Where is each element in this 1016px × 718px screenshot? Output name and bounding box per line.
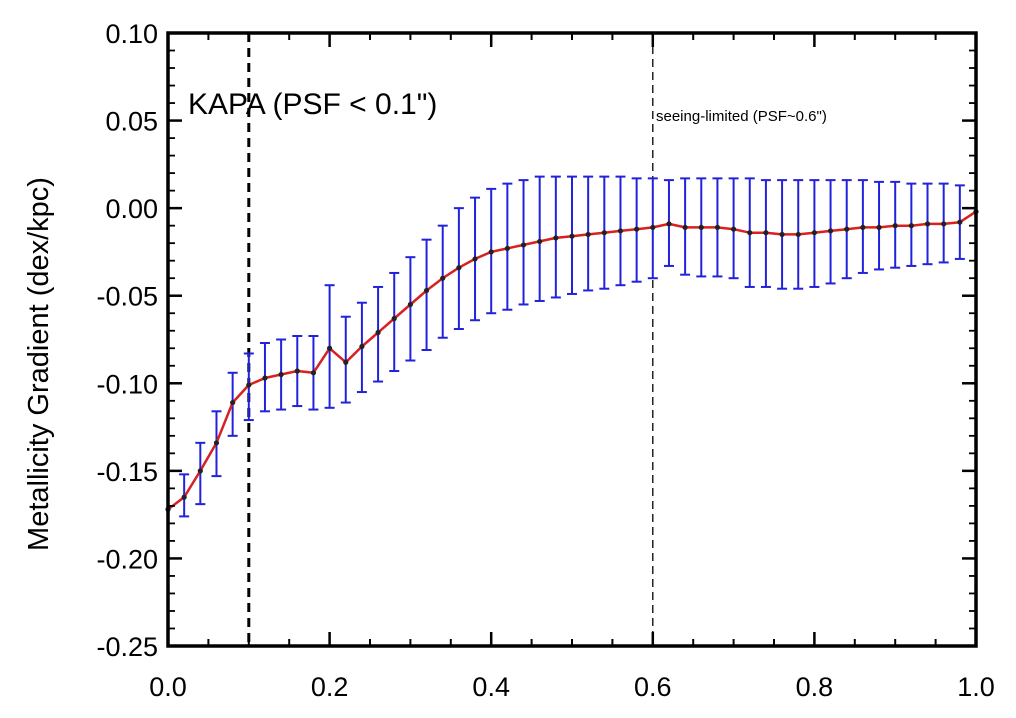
y-tick-label-1: 0.05 — [105, 107, 158, 137]
data-point-23 — [537, 238, 543, 245]
plot-frame — [166, 31, 978, 648]
data-point-10 — [327, 345, 333, 351]
data-point-26 — [585, 231, 591, 238]
data-point-34 — [714, 224, 721, 231]
data-point-32 — [682, 224, 688, 231]
data-point-21 — [504, 245, 510, 252]
tick-label-layer: 0.0 0.2 0.4 0.6 0.8 1.0 0.10 0.05 0.00 -0.05 -0.10… — [96, 19, 994, 702]
y-tick-label-7: -0.25 — [96, 632, 158, 662]
data-point-41 — [827, 228, 834, 234]
y-tick-label-6: -0.20 — [96, 544, 158, 574]
data-point-33 — [698, 224, 704, 231]
data-point-6 — [262, 375, 268, 381]
y-tick-label-4: -0.10 — [96, 369, 158, 399]
x-tick-label-3: 0.6 — [634, 672, 672, 702]
plot-border — [166, 31, 978, 648]
data-point-11 — [343, 359, 349, 365]
data-point-2 — [197, 468, 203, 474]
data-point-25 — [569, 233, 575, 239]
annotation-seeing-limited: seeing-limited (PSF~0.6") — [656, 108, 827, 125]
data-point-28 — [617, 228, 624, 234]
data-point-27 — [601, 230, 607, 236]
data-point-35 — [731, 226, 737, 232]
y-axis-title: Metallicity Gradient (dex/kpc) — [23, 177, 55, 551]
x-tick-label-1: 0.2 — [311, 672, 349, 702]
x-tick-label-5: 1.0 — [957, 672, 995, 702]
data-point-17 — [440, 275, 446, 281]
data-point-7 — [278, 371, 284, 378]
data-point-22 — [520, 242, 527, 248]
data-point-44 — [876, 224, 882, 231]
tick-layer — [166, 31, 978, 648]
data-point-30 — [650, 224, 656, 231]
data-point-24 — [553, 235, 559, 241]
data-point-39 — [795, 231, 801, 238]
y-tick-label-0: 0.10 — [105, 19, 158, 49]
data-point-14 — [391, 315, 397, 322]
data-point-15 — [407, 301, 413, 308]
data-point-13 — [375, 329, 381, 336]
data-point-5 — [246, 382, 252, 388]
data-point-3 — [213, 440, 220, 446]
data-point-20 — [488, 249, 494, 255]
data-point-19 — [472, 256, 478, 262]
annotation-layer: KAPA (PSF < 0.1") seeing-limited (PSF~0.… — [188, 33, 827, 646]
data-point-16 — [423, 287, 430, 294]
y-tick-label-2: 0.00 — [105, 194, 158, 224]
x-tick-label-2: 0.4 — [472, 672, 510, 702]
data-point-49 — [957, 219, 963, 225]
marker-layer — [165, 209, 979, 512]
data-point-43 — [860, 224, 866, 231]
data-point-4 — [230, 399, 236, 406]
data-point-9 — [310, 370, 317, 376]
y-tick-label-5: -0.15 — [96, 457, 158, 487]
y-tick-label-3: -0.05 — [96, 282, 158, 312]
x-tick-label-4: 0.8 — [796, 672, 834, 702]
annotation-kapa: KAPA (PSF < 0.1") — [188, 88, 437, 121]
data-point-40 — [811, 230, 818, 236]
data-point-47 — [924, 221, 931, 227]
data-point-48 — [941, 221, 947, 227]
data-point-1 — [181, 494, 187, 500]
x-tick-label-0: 0.0 — [149, 672, 187, 702]
data-point-42 — [844, 226, 850, 232]
data-point-8 — [294, 368, 300, 374]
data-point-18 — [456, 265, 462, 271]
data-point-46 — [908, 223, 914, 229]
data-point-12 — [359, 343, 365, 350]
data-point-29 — [634, 226, 640, 232]
data-point-38 — [779, 231, 785, 238]
data-point-45 — [892, 223, 898, 229]
data-point-36 — [747, 230, 753, 236]
data-point-31 — [666, 221, 672, 227]
data-point-37 — [763, 230, 769, 236]
